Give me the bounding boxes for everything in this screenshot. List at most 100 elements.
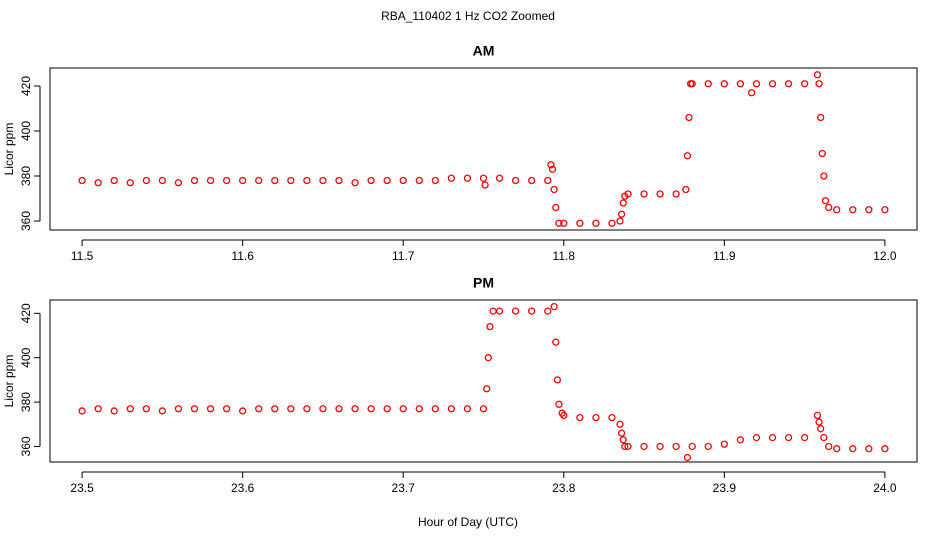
y-tick-label: 420: [19, 76, 33, 96]
panel-title: PM: [473, 275, 494, 291]
data-point: [617, 429, 626, 437]
data-point: [319, 176, 327, 185]
x-tick-label: 11.9: [713, 249, 736, 263]
data-point: [222, 176, 231, 185]
data-point: [190, 176, 199, 185]
y-tick-label: 400: [19, 347, 33, 367]
data-point: [511, 307, 520, 315]
y-tick-label: 380: [19, 166, 33, 186]
plot-frame: [49, 299, 918, 463]
x-tick-label: 23.6: [231, 481, 255, 495]
data-point: [576, 219, 584, 227]
data-point: [486, 322, 494, 331]
data-point: [688, 442, 696, 451]
y-tick-label: 360: [19, 436, 33, 456]
data-point: [206, 405, 215, 413]
data-point: [683, 152, 692, 160]
data-point: [495, 307, 504, 315]
x-tick-label: 23.8: [552, 481, 576, 495]
data-point: [544, 307, 552, 315]
data-point: [640, 442, 648, 451]
data-point: [94, 179, 102, 187]
panel-title: AM: [473, 43, 495, 59]
data-point: [815, 418, 823, 426]
data-point: [447, 174, 456, 182]
data-point: [495, 174, 504, 182]
data-point: [481, 181, 489, 189]
x-axis-label: Hour of Day (UTC): [418, 515, 518, 529]
data-point: [552, 338, 560, 346]
data-point: [303, 405, 311, 413]
data-point: [126, 179, 134, 187]
data-point: [415, 405, 423, 413]
data-point: [784, 433, 793, 442]
data-point: [547, 161, 555, 169]
data-point: [825, 203, 833, 212]
data-point: [683, 453, 692, 462]
x-tick-label: 23.5: [70, 481, 94, 495]
plot-frame: [49, 67, 918, 231]
data-point: [367, 176, 375, 185]
data-point: [656, 442, 664, 451]
data-point: [688, 80, 696, 88]
data-point: [825, 442, 833, 451]
data-point: [800, 433, 809, 442]
data-point: [640, 190, 648, 198]
y-tick-label: 380: [19, 392, 33, 412]
data-point: [800, 80, 809, 88]
data-point: [222, 405, 231, 413]
data-point: [747, 89, 756, 97]
data-point: [544, 176, 552, 185]
data-point: [94, 405, 102, 413]
data-point: [849, 206, 857, 214]
data-point: [511, 176, 520, 185]
data-point: [479, 405, 488, 413]
data-point: [821, 197, 830, 205]
data-point: [608, 413, 616, 422]
y-tick-label: 420: [19, 303, 33, 323]
data-point: [576, 413, 584, 422]
data-point: [656, 190, 664, 198]
data-point: [736, 436, 745, 444]
y-tick-label: 400: [19, 121, 33, 141]
data-point: [239, 407, 247, 415]
data-point: [158, 407, 167, 415]
data-point: [484, 354, 492, 362]
data-point: [608, 219, 616, 227]
data-point: [560, 411, 568, 420]
data-point: [142, 176, 150, 185]
x-tick-label: 24.0: [873, 481, 897, 495]
data-point: [881, 445, 889, 453]
data-point: [685, 113, 693, 122]
y-tick-label: 360: [19, 211, 33, 231]
data-point: [704, 80, 712, 88]
data-point: [820, 433, 828, 442]
data-point: [528, 307, 536, 315]
data-point: [818, 149, 826, 158]
data-point: [335, 405, 343, 413]
data-point: [303, 176, 311, 185]
data-point: [720, 440, 728, 448]
data-point: [619, 436, 627, 444]
x-tick-label: 11.8: [553, 249, 576, 263]
data-point: [271, 405, 279, 413]
data-point: [78, 407, 86, 415]
data-point: [367, 405, 375, 413]
data-point: [255, 405, 263, 413]
data-point: [190, 405, 199, 413]
data-point: [351, 179, 359, 187]
data-point: [399, 176, 407, 185]
data-point: [768, 433, 777, 442]
data-point: [833, 206, 841, 214]
data-point: [239, 176, 247, 185]
data-point: [550, 303, 558, 311]
data-point: [271, 176, 279, 185]
data-point: [619, 199, 627, 207]
data-point: [881, 206, 889, 214]
data-point: [447, 405, 456, 413]
data-point: [720, 80, 728, 88]
data-point: [126, 405, 134, 413]
data-point: [431, 405, 439, 413]
data-point: [621, 442, 629, 451]
